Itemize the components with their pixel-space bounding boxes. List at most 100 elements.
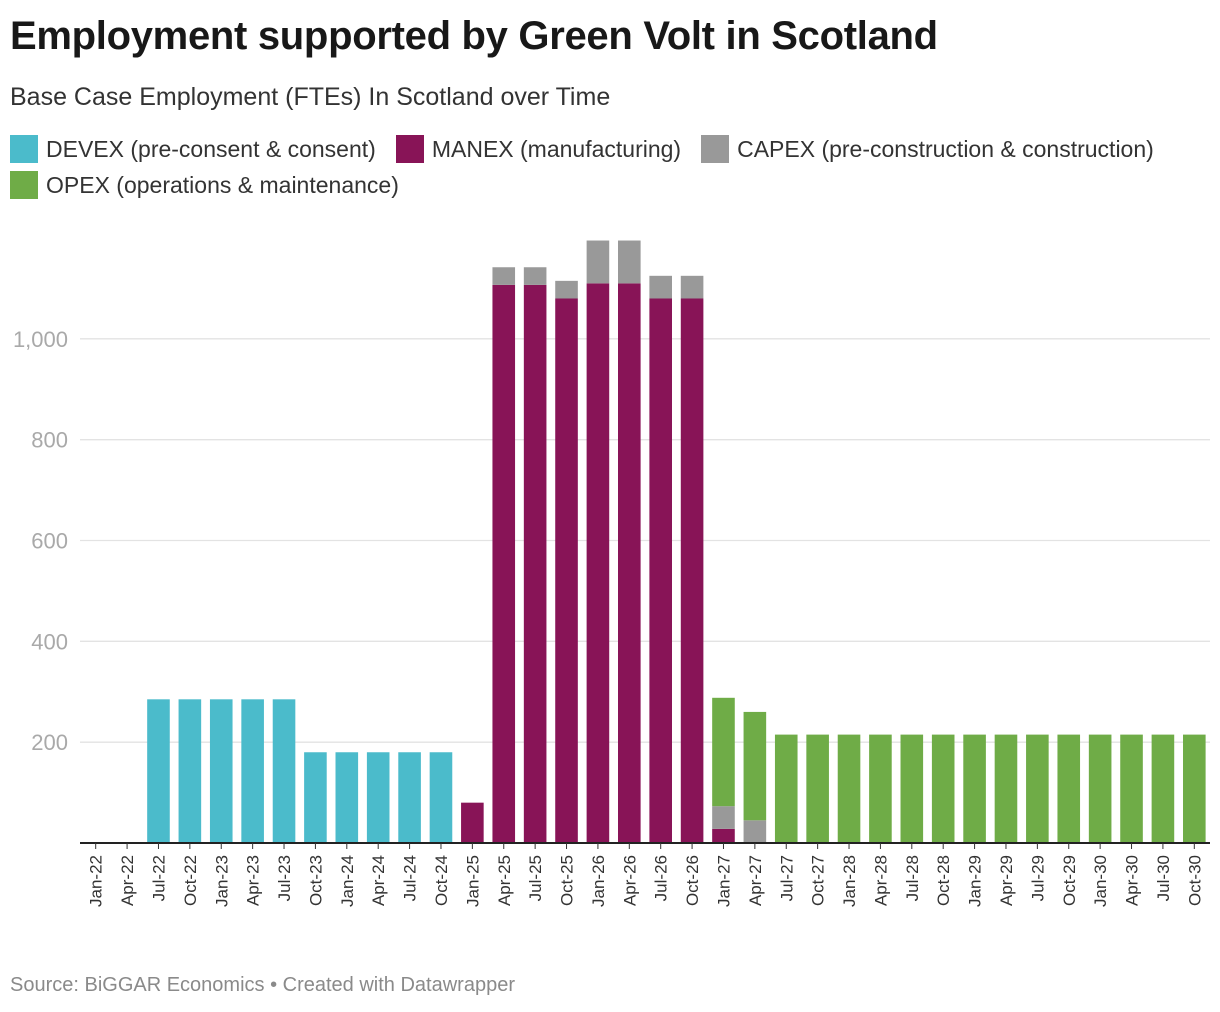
x-tick-label: Jul-28 xyxy=(903,855,922,901)
x-tick-label: Jul-27 xyxy=(777,855,796,901)
chart-title: Employment supported by Green Volt in Sc… xyxy=(10,14,938,58)
bar-segment xyxy=(523,284,547,843)
chart-subtitle: Base Case Employment (FTEs) In Scotland … xyxy=(10,83,611,111)
legend-item-manex: MANEX (manufacturing) xyxy=(395,134,682,164)
legend-swatch-devex xyxy=(10,135,38,163)
x-tick-label: Apr-25 xyxy=(495,855,514,906)
bar-segment xyxy=(931,734,955,843)
y-tick-label: 200 xyxy=(31,730,68,755)
bar-segment xyxy=(272,699,296,843)
x-tick-label: Jul-22 xyxy=(149,855,168,901)
bar-segment xyxy=(1120,734,1143,843)
x-tick-label: Apr-26 xyxy=(620,855,639,906)
legend-label-opex: OPEX (operations & maintenance) xyxy=(46,171,399,198)
bar-segment xyxy=(555,280,578,299)
bar-segment xyxy=(1057,734,1081,843)
y-tick-label: 400 xyxy=(31,629,68,654)
x-tick-label: Apr-28 xyxy=(871,855,890,906)
y-tick-label: 800 xyxy=(31,428,68,453)
bar-segment xyxy=(586,283,610,843)
legend-label-devex: DEVEX (pre-consent & consent) xyxy=(46,135,376,162)
bar-segment xyxy=(555,298,578,843)
bar-segment xyxy=(586,240,610,284)
x-tick-label: Oct-28 xyxy=(934,855,953,906)
bar-segment xyxy=(649,298,672,843)
legend-swatch-manex xyxy=(395,135,424,163)
legend-item-devex: DEVEX (pre-consent & consent) xyxy=(10,134,376,164)
bar-segment xyxy=(304,752,327,843)
bar-segment xyxy=(1026,734,1049,843)
bar-segment xyxy=(1183,734,1206,843)
x-tick-label: Jul-23 xyxy=(275,855,294,901)
bar-segment xyxy=(492,284,516,843)
legend-item-opex: OPEX (operations & maintenance) xyxy=(10,170,399,200)
bar-segment xyxy=(366,752,390,843)
bar-segment xyxy=(743,820,767,843)
x-tick-label: Oct-24 xyxy=(432,855,451,906)
bar-segment xyxy=(1088,734,1112,843)
x-tick-label: Apr-29 xyxy=(997,855,1016,906)
x-tick-label: Oct-22 xyxy=(181,855,200,906)
bar-segment xyxy=(618,240,641,284)
x-tick-label: Jul-25 xyxy=(526,855,545,901)
bar-segment xyxy=(523,267,547,285)
x-tick-label: Jan-26 xyxy=(589,855,608,907)
bar-segment xyxy=(837,734,861,843)
x-tick-label: Jan-23 xyxy=(212,855,231,907)
x-tick-label: Apr-22 xyxy=(118,855,137,906)
x-tick-label: Apr-30 xyxy=(1123,855,1142,906)
x-tick-label: Oct-29 xyxy=(1060,855,1079,906)
x-tick-label: Oct-25 xyxy=(558,855,577,906)
x-tick-label: Jan-25 xyxy=(463,855,482,907)
x-tick-label: Jul-29 xyxy=(1028,855,1047,901)
x-tick-label: Jan-24 xyxy=(338,855,357,907)
bar-segment xyxy=(209,699,233,843)
x-tick-label: Jan-29 xyxy=(966,855,985,907)
x-tick-label: Jul-30 xyxy=(1154,855,1173,901)
y-tick-label: 1,000 xyxy=(13,327,68,352)
bar-segment xyxy=(900,734,924,843)
bar-segment xyxy=(492,267,516,285)
bar-segment xyxy=(461,802,484,843)
bar-segment xyxy=(869,734,892,843)
bar-segment xyxy=(335,752,359,843)
bar-segment xyxy=(712,828,735,843)
x-tick-label: Jul-26 xyxy=(652,855,671,901)
legend: DEVEX (pre-consent & consent) MANEX (man… xyxy=(10,134,1215,200)
legend-item-capex: CAPEX (pre-construction & construction) xyxy=(701,134,1154,164)
bar-segment xyxy=(774,734,798,843)
bar-segment xyxy=(618,283,641,843)
legend-swatch-opex xyxy=(10,171,38,199)
x-tick-label: Jan-28 xyxy=(840,855,859,907)
legend-swatch-capex xyxy=(701,135,730,163)
x-tick-label: Oct-26 xyxy=(683,855,702,906)
bar-segment xyxy=(1151,734,1175,843)
x-tick-label: Apr-23 xyxy=(244,855,263,906)
x-tick-label: Apr-27 xyxy=(746,855,765,906)
legend-label-manex: MANEX (manufacturing) xyxy=(431,135,682,162)
bar-segment xyxy=(994,734,1018,843)
x-tick-label: Jul-24 xyxy=(401,855,420,901)
bar-segment xyxy=(712,697,735,807)
bar-segment xyxy=(241,699,264,843)
bar-segment xyxy=(429,752,453,843)
x-tick-label: Oct-27 xyxy=(809,855,828,906)
x-tick-label: Apr-24 xyxy=(369,855,388,906)
x-tick-label: Jan-22 xyxy=(87,855,106,907)
legend-label-capex: CAPEX (pre-construction & construction) xyxy=(737,135,1154,162)
bar-segment xyxy=(680,298,704,843)
y-tick-label: 600 xyxy=(31,529,68,554)
x-tick-label: Jan-30 xyxy=(1091,855,1110,907)
bar-segment xyxy=(963,734,986,843)
x-tick-label: Jan-27 xyxy=(714,855,733,907)
bar-segment xyxy=(712,806,735,829)
bar-segment xyxy=(398,752,421,843)
x-tick-label: Oct-23 xyxy=(306,855,325,906)
bar-segment xyxy=(743,711,767,821)
source-footer: Source: BiGGAR Economics • Created with … xyxy=(10,974,515,996)
bar-segment xyxy=(178,699,202,843)
bar-segment xyxy=(649,275,672,299)
bar-segment xyxy=(806,734,829,843)
x-tick-label: Oct-30 xyxy=(1185,855,1204,906)
